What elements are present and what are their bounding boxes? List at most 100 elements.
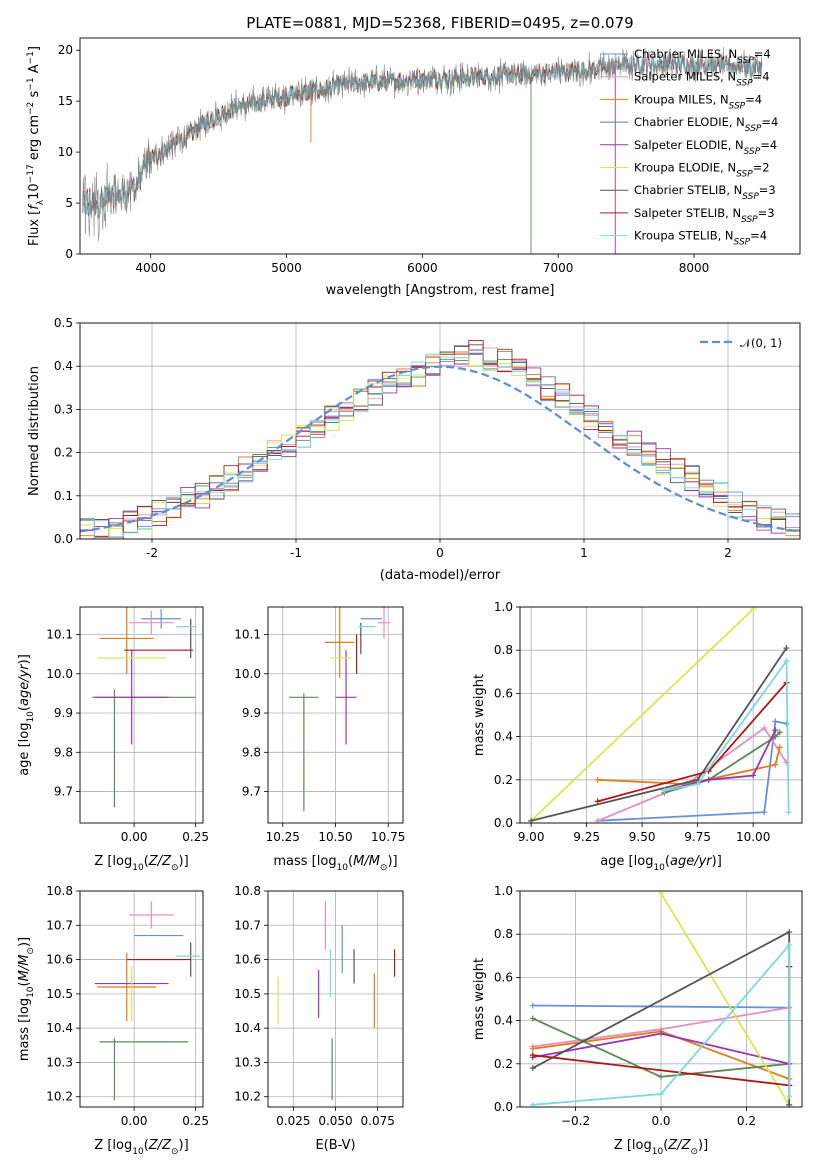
y-tick-label: 1.0 <box>494 884 513 898</box>
y-axis-label: mass [log10(M/M⊙)] <box>17 937 36 1061</box>
x-tick-label: 6000 <box>407 261 438 275</box>
legend-entry: Chabrier MILES, NSSP=4 <box>634 47 771 66</box>
x-tick-label: 0.2 <box>737 1114 756 1128</box>
y-tick-label: 10.2 <box>46 1090 73 1104</box>
y-tick-label: 5 <box>65 196 73 210</box>
y-tick-label: 10.7 <box>234 918 261 932</box>
histogram-step-6 <box>80 344 800 533</box>
weight-marker <box>761 809 768 816</box>
axes-frame <box>519 606 803 824</box>
axes-mass_vs_age: 10.25 10.50 10.75 9.7 9.8 9.9 10.0 10.1 <box>234 606 405 844</box>
weight-marker <box>594 798 601 805</box>
y-axis-label: mass weight <box>472 674 487 756</box>
weight-marker <box>772 727 779 734</box>
errorbar-point <box>94 650 169 745</box>
y-tick-label: 10.1 <box>234 627 261 641</box>
legend-entry: Chabrier STELIB, NSSP=3 <box>634 183 776 202</box>
x-tick-label: 0.25 <box>182 830 209 844</box>
weight-marker <box>661 787 668 794</box>
y-tick-label: 0.1 <box>54 489 73 503</box>
axes-z_vs_mass: 0.00 0.25 10.2 10.3 10.4 10.5 10.6 10.7 10.8 <box>46 884 209 1128</box>
errorbar-point <box>324 607 355 678</box>
y-tick-label: 0.6 <box>494 970 513 984</box>
x-tick-label: 5000 <box>271 261 302 275</box>
y-axis-label: age [log10(age/yr)] <box>17 654 36 776</box>
x-axis-label: E(B-V) <box>315 1138 355 1153</box>
y-tick-label: 0.2 <box>494 1057 513 1071</box>
y-tick-label: 10.8 <box>46 884 73 898</box>
weight-line <box>664 658 790 813</box>
spectrum-legend: Chabrier MILES, NSSP=4 Salpeter MILES, NS… <box>600 47 778 248</box>
weight-marker <box>783 645 790 652</box>
axes-residuals: -2 -1 0 1 2 0.0 0.1 0.2 0.3 0.4 0.5 <box>54 316 801 560</box>
weight-marker <box>658 1073 664 1080</box>
weight-marker <box>785 809 792 816</box>
y-tick-label: 9.8 <box>242 745 261 759</box>
y-tick-label: 0.5 <box>54 316 73 330</box>
y-tick-label: 10.6 <box>46 953 73 967</box>
axes-spectrum: 4000 5000 6000 7000 8000 0 5 10 15 20 <box>58 37 801 275</box>
y-tick-label: 0.8 <box>494 927 513 941</box>
x-tick-label: 0.0 <box>651 1114 670 1128</box>
y-axis-label: Flux [fλ10−17 erg cm−2 s−1 A−1] <box>26 46 46 246</box>
weight-marker <box>705 776 712 783</box>
weight-line <box>532 1004 790 1009</box>
plot-area-z_vs_weight <box>529 891 793 1107</box>
x-tick-label: −0.2 <box>561 1114 590 1128</box>
errorbar-point <box>99 607 154 674</box>
x-tick-label: -1 <box>290 546 302 560</box>
axes-frame <box>79 890 204 1108</box>
x-tick-label: 10.75 <box>371 830 405 844</box>
x-axis-label: (data-model)/error <box>380 568 501 583</box>
weight-marker <box>772 718 779 725</box>
gridlines-mass_vs_age <box>268 607 403 823</box>
y-tick-label: 10 <box>58 145 73 159</box>
y-tick-label: 0.3 <box>54 402 73 416</box>
histogram-step-8 <box>80 349 800 539</box>
x-tick-label: 2 <box>724 546 732 560</box>
x-tick-label: 0.025 <box>276 1114 310 1128</box>
axes-ebv_vs_mass: 0.025 0.050 0.075 10.2 10.3 10.4 10.5 10.6 10.7 1… <box>234 884 404 1128</box>
x-tick-label: 9.00 <box>518 830 545 844</box>
weight-line <box>532 942 791 1106</box>
x-tick-label: 0.00 <box>121 1114 148 1128</box>
weight-marker <box>761 724 768 731</box>
y-tick-label: 9.8 <box>54 745 73 759</box>
x-tick-label: 9.25 <box>573 830 600 844</box>
weight-line <box>660 892 790 1106</box>
x-tick-label: 0 <box>436 546 444 560</box>
y-tick-label: 10.4 <box>234 1021 261 1035</box>
y-tick-label: 10.1 <box>46 627 73 641</box>
y-tick-label: 0.2 <box>54 446 73 460</box>
weight-marker <box>772 733 779 740</box>
plot-area-z_vs_mass <box>94 901 201 1101</box>
legend-entry: Salpeter ELODIE, NSSP=4 <box>634 138 777 157</box>
y-tick-label: 10.0 <box>234 667 261 681</box>
y-tick-label: 9.9 <box>54 706 73 720</box>
y-tick-label: 0.4 <box>494 730 513 744</box>
x-axis-label: age [log10(age/yr)] <box>600 854 722 873</box>
weight-line <box>597 747 781 786</box>
errorbar-point <box>141 608 181 629</box>
y-tick-label: 0.0 <box>494 1100 513 1114</box>
x-tick-label: 1 <box>580 546 588 560</box>
y-tick-label: 15 <box>58 94 73 108</box>
legend-entry: Salpeter STELIB, NSSP=3 <box>634 206 775 225</box>
plot-area-ebv_vs_mass <box>277 901 396 1101</box>
weight-marker <box>529 1045 536 1052</box>
x-tick-label: 0.050 <box>318 1114 352 1128</box>
y-tick-label: 20 <box>58 43 73 57</box>
weight-marker <box>594 776 601 783</box>
weight-line <box>597 720 787 822</box>
x-tick-label: 4000 <box>135 261 166 275</box>
y-tick-label: 10.2 <box>234 1090 261 1104</box>
axes-frame <box>519 890 803 1108</box>
x-axis-label: Z [log10(Z/Z⊙)] <box>614 1138 708 1157</box>
figure-title: PLATE=0881, MJD=52368, FIBERID=0495, z=0… <box>246 14 633 32</box>
legend-entry: Kroupa STELIB, NSSP=4 <box>634 229 767 248</box>
plot-area-residuals <box>80 340 800 539</box>
weight-marker <box>776 729 783 736</box>
spectrum-data-line <box>82 47 763 242</box>
